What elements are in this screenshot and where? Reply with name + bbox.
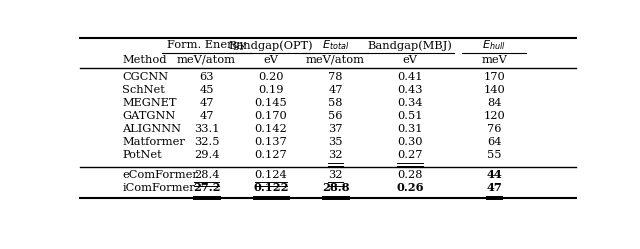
Text: 0.137: 0.137 — [255, 137, 287, 147]
Text: 0.124: 0.124 — [255, 170, 287, 180]
Text: 76: 76 — [487, 124, 501, 134]
Text: 120: 120 — [483, 111, 505, 121]
Text: 0.28: 0.28 — [397, 170, 422, 180]
Text: 0.27: 0.27 — [397, 150, 422, 160]
Text: 27.2: 27.2 — [193, 182, 220, 193]
Text: meV: meV — [481, 55, 507, 65]
Text: 44: 44 — [486, 169, 502, 180]
Text: $E_{hull}$: $E_{hull}$ — [483, 39, 506, 52]
Text: 47: 47 — [199, 111, 214, 121]
Text: 140: 140 — [483, 85, 505, 95]
Text: 0.170: 0.170 — [255, 111, 287, 121]
Text: meV/atom: meV/atom — [177, 55, 236, 65]
Text: iComFormer: iComFormer — [122, 183, 195, 193]
Text: 47: 47 — [328, 85, 342, 95]
Text: 32: 32 — [328, 170, 342, 180]
Text: 0.145: 0.145 — [255, 98, 287, 108]
Text: eComFormer: eComFormer — [122, 170, 198, 180]
Text: 37: 37 — [328, 124, 342, 134]
Text: 63: 63 — [199, 72, 214, 82]
Text: 28.8: 28.8 — [322, 182, 349, 193]
Text: $E_{total}$: $E_{total}$ — [322, 39, 349, 52]
Text: 35: 35 — [328, 137, 342, 147]
Text: eV: eV — [403, 55, 417, 65]
Text: 55: 55 — [487, 150, 501, 160]
Text: Method: Method — [122, 55, 166, 65]
Text: SchNet: SchNet — [122, 85, 165, 95]
Text: 64: 64 — [487, 137, 501, 147]
Text: 58: 58 — [328, 98, 342, 108]
Text: 0.26: 0.26 — [396, 182, 424, 193]
Text: PotNet: PotNet — [122, 150, 162, 160]
Text: 0.41: 0.41 — [397, 72, 422, 82]
Text: 0.51: 0.51 — [397, 111, 422, 121]
Text: 0.30: 0.30 — [397, 137, 422, 147]
Text: 0.20: 0.20 — [258, 72, 284, 82]
Text: 78: 78 — [328, 72, 342, 82]
Text: 45: 45 — [199, 85, 214, 95]
Text: MEGNET: MEGNET — [122, 98, 177, 108]
Text: Matformer: Matformer — [122, 137, 185, 147]
Text: 0.34: 0.34 — [397, 98, 422, 108]
Text: Form. Energy: Form. Energy — [167, 40, 246, 50]
Text: 170: 170 — [483, 72, 505, 82]
Text: 56: 56 — [328, 111, 342, 121]
Text: 47: 47 — [486, 182, 502, 193]
Text: 0.127: 0.127 — [255, 150, 287, 160]
Text: 32.5: 32.5 — [194, 137, 220, 147]
Text: Bandgap(MBJ): Bandgap(MBJ) — [367, 40, 452, 51]
Text: 0.122: 0.122 — [253, 182, 289, 193]
Text: GATGNN: GATGNN — [122, 111, 175, 121]
Text: 84: 84 — [487, 98, 501, 108]
Text: CGCNN: CGCNN — [122, 72, 168, 82]
Text: meV/atom: meV/atom — [306, 55, 365, 65]
Text: ALIGNNN: ALIGNNN — [122, 124, 181, 134]
Text: 0.19: 0.19 — [258, 85, 284, 95]
Text: eV: eV — [264, 55, 278, 65]
Text: 33.1: 33.1 — [194, 124, 220, 134]
Text: 28.4: 28.4 — [194, 170, 220, 180]
Text: Bandgap(OPT): Bandgap(OPT) — [228, 40, 313, 51]
Text: 47: 47 — [199, 98, 214, 108]
Text: 0.43: 0.43 — [397, 85, 422, 95]
Text: 29.4: 29.4 — [194, 150, 220, 160]
Text: 32: 32 — [328, 150, 342, 160]
Text: 0.142: 0.142 — [255, 124, 287, 134]
Text: 0.31: 0.31 — [397, 124, 422, 134]
